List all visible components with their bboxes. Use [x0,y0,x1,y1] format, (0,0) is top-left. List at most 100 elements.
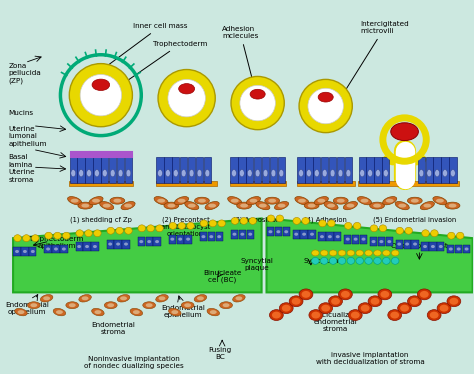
Ellipse shape [439,305,448,312]
Bar [208,232,215,241]
Ellipse shape [210,310,217,314]
Ellipse shape [365,257,373,264]
Ellipse shape [383,197,397,205]
Bar [352,235,359,243]
Ellipse shape [299,289,313,300]
Ellipse shape [308,203,316,208]
Ellipse shape [383,257,390,264]
Polygon shape [13,218,262,292]
Text: (5) Endometrial invasion: (5) Endometrial invasion [373,217,456,223]
Ellipse shape [378,289,392,300]
Bar [329,157,336,183]
Bar [70,157,77,183]
Ellipse shape [130,309,143,316]
Ellipse shape [439,245,443,248]
Ellipse shape [118,169,123,177]
Bar [396,240,403,248]
Ellipse shape [338,289,352,300]
Ellipse shape [447,296,461,307]
Ellipse shape [408,197,422,204]
Ellipse shape [69,303,76,307]
Ellipse shape [178,199,185,203]
Ellipse shape [219,302,232,309]
Bar [246,230,254,239]
Ellipse shape [381,291,389,298]
Ellipse shape [411,199,419,203]
Ellipse shape [110,169,115,177]
Ellipse shape [420,202,435,210]
Ellipse shape [85,230,92,237]
Ellipse shape [351,312,360,319]
Ellipse shape [379,240,383,243]
Ellipse shape [392,257,399,264]
Bar [52,245,60,254]
Ellipse shape [239,169,244,177]
Ellipse shape [147,240,151,243]
Ellipse shape [92,79,109,91]
Ellipse shape [357,197,372,205]
Ellipse shape [302,217,310,224]
Ellipse shape [314,197,328,205]
Text: (4) Adhesion: (4) Adhesion [304,217,347,223]
Ellipse shape [309,310,323,321]
Bar [184,235,192,243]
Ellipse shape [319,220,326,227]
Ellipse shape [66,302,79,309]
Ellipse shape [383,250,390,256]
Text: Cytotrophoblast: Cytotrophoblast [391,243,448,249]
Ellipse shape [121,202,135,210]
Bar [429,242,437,251]
Bar [418,157,425,183]
Ellipse shape [15,250,19,253]
Ellipse shape [318,199,325,203]
Ellipse shape [255,169,260,177]
Bar [421,242,428,251]
Ellipse shape [71,199,79,203]
Bar [326,232,334,241]
Ellipse shape [94,169,99,177]
Bar [164,157,172,183]
Ellipse shape [240,217,247,224]
Bar [114,240,122,248]
Ellipse shape [289,296,303,307]
Ellipse shape [78,202,93,209]
Ellipse shape [240,233,244,236]
Bar [180,157,187,183]
Bar [83,242,91,251]
Ellipse shape [338,250,346,256]
Bar [154,237,161,246]
Text: Basal
lamina: Basal lamina [8,154,32,168]
Ellipse shape [156,225,164,232]
Circle shape [299,79,352,133]
Ellipse shape [169,309,181,316]
Text: (1) shedding cf Zp: (1) shedding cf Zp [70,217,132,223]
Ellipse shape [15,309,27,316]
Ellipse shape [201,235,205,238]
Ellipse shape [298,199,306,203]
Ellipse shape [324,202,338,210]
Text: (3) Apposition: (3) Apposition [233,217,280,223]
Ellipse shape [197,169,202,177]
Ellipse shape [356,250,364,256]
Text: Endometrial
epithelium: Endometrial epithelium [161,305,205,318]
Ellipse shape [53,309,66,316]
Text: Trophectoderm: Trophectoderm [124,41,208,83]
Ellipse shape [63,232,70,239]
Ellipse shape [343,202,357,210]
Bar [254,157,261,183]
Ellipse shape [360,169,365,177]
Bar [156,181,217,186]
Ellipse shape [103,203,110,208]
Ellipse shape [174,197,189,205]
Ellipse shape [345,223,352,229]
Bar [305,157,312,183]
Ellipse shape [396,227,403,234]
Ellipse shape [436,199,444,203]
Ellipse shape [314,169,319,177]
Ellipse shape [31,235,39,242]
Bar [411,240,419,248]
Ellipse shape [278,203,285,208]
Ellipse shape [443,169,447,177]
Bar [374,157,382,183]
Bar [85,157,93,183]
